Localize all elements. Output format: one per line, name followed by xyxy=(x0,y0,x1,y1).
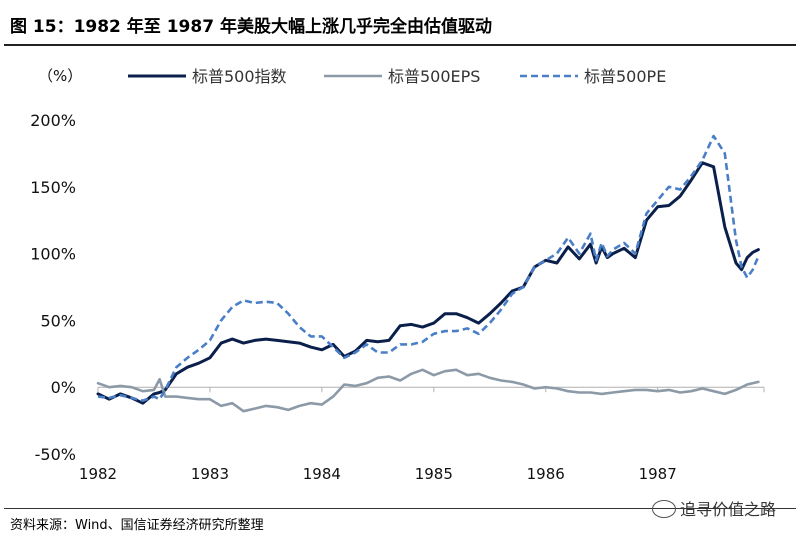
x-tick-label: 1982 xyxy=(79,465,117,483)
source-note: 资料来源：Wind、国信证券经济研究所整理 xyxy=(10,518,264,533)
y-tick-label: 50% xyxy=(40,311,76,330)
y-tick-label: 100% xyxy=(30,245,76,264)
x-tick-label: 1986 xyxy=(527,465,565,483)
y-tick-label: 150% xyxy=(30,178,76,197)
legend-label-3: 标普500PE xyxy=(584,67,666,86)
x-tick-label: 1983 xyxy=(191,465,229,483)
wechat-icon xyxy=(651,500,676,518)
y-tick-label: 0% xyxy=(51,378,76,397)
legend-label-1: 标普500指数 xyxy=(192,67,287,86)
series-line-2 xyxy=(96,368,760,413)
line-chart: （%） -50% 0% 50% 100% 150% 200% 1982 1983 1984 1985… xyxy=(30,67,765,483)
legend-label-2: 标普500EPS xyxy=(388,67,480,86)
x-tick-label: 1984 xyxy=(303,465,341,483)
y-tick-label: 200% xyxy=(30,111,76,130)
x-tick-label: 1985 xyxy=(415,465,453,483)
title-bar: 图 15：1982 年至 1987 年美股大幅上涨几乎完全由估值驱动 xyxy=(0,0,800,44)
figure-title: 图 15：1982 年至 1987 年美股大幅上涨几乎完全由估值驱动 xyxy=(10,17,492,37)
watermark-text: 追寻价值之路 xyxy=(679,500,776,519)
footer-divider xyxy=(4,508,796,509)
series-line-1 xyxy=(96,161,760,405)
y-axis-unit-label: （%） xyxy=(38,67,82,85)
watermark: 追寻价值之路 xyxy=(651,496,776,520)
x-tick-label: 1987 xyxy=(639,465,677,483)
y-tick-label: -50% xyxy=(35,445,76,464)
title-divider xyxy=(4,44,796,46)
series-line-3 xyxy=(97,134,760,402)
